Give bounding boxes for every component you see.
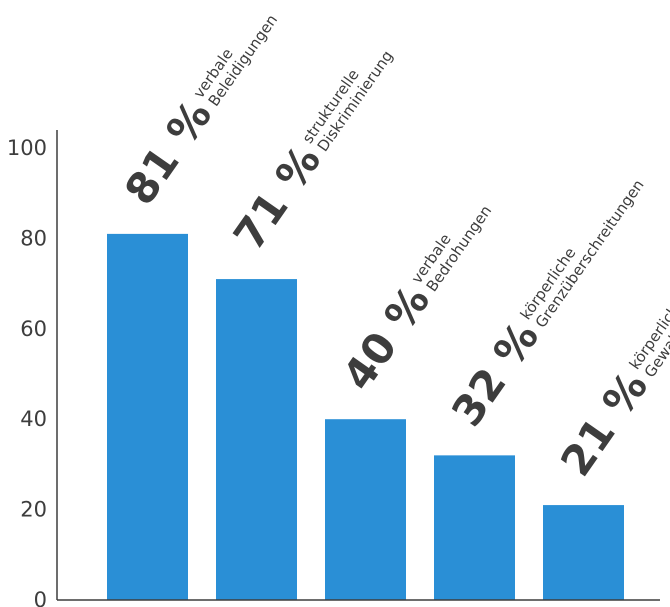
y-tick-label: 20 (20, 498, 47, 522)
y-tick-label: 40 (20, 407, 47, 431)
y-tick-label: 100 (7, 136, 47, 160)
data-label: 81 % (115, 91, 221, 213)
data-label: 32 % (442, 313, 548, 435)
bars (107, 233, 624, 600)
bar (543, 505, 624, 600)
y-axis: 0 20 40 60 80 100 (7, 136, 47, 607)
bar (216, 279, 297, 600)
bar (434, 455, 515, 600)
y-tick-label: 60 (20, 317, 47, 341)
category-label: Grenzüberschreitungen (532, 176, 648, 331)
y-tick-label: 80 (20, 226, 47, 250)
bar (325, 419, 406, 600)
data-label: 21 % (551, 362, 657, 484)
y-tick-label: 0 (34, 588, 47, 607)
bar (107, 233, 188, 600)
data-label: 71 % (224, 136, 330, 258)
data-label: 40 % (333, 277, 439, 399)
